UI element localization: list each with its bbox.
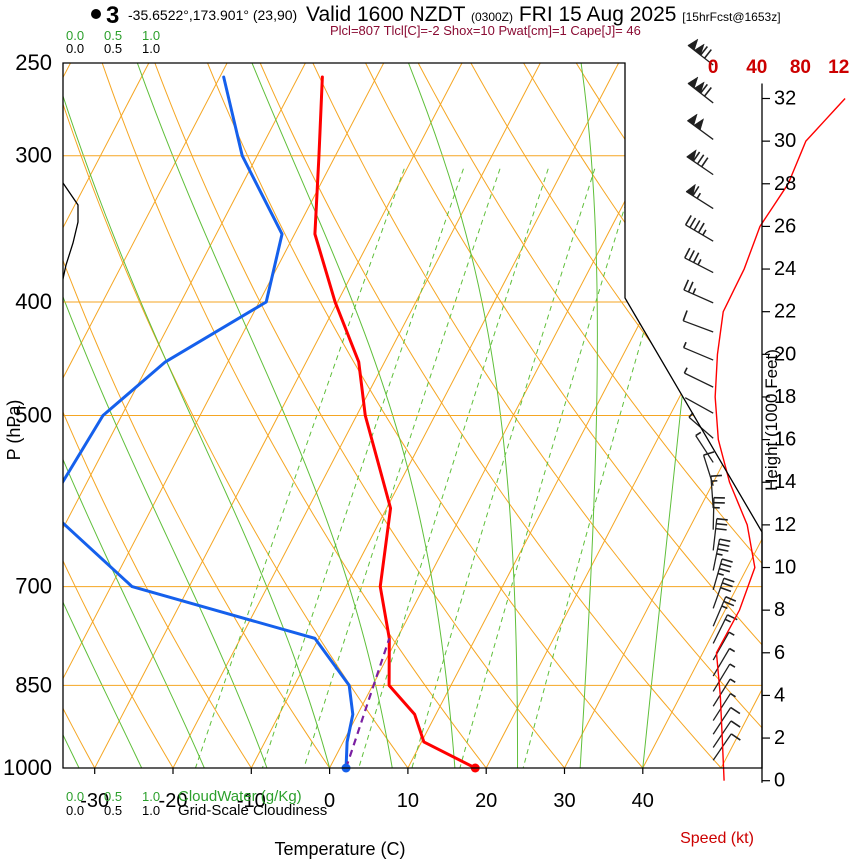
svg-text:32: 32: [774, 88, 796, 110]
svg-text:P (hPa): P (hPa): [4, 400, 24, 461]
svg-text:0: 0: [774, 770, 785, 792]
svg-text:1000: 1000: [3, 755, 52, 780]
svg-text:300: 300: [15, 143, 52, 168]
svg-text:120: 120: [828, 57, 850, 78]
svg-text:400: 400: [15, 289, 52, 314]
svg-text:3: 3: [106, 2, 119, 29]
svg-text:0.5: 0.5: [104, 789, 122, 804]
svg-text:1.0: 1.0: [142, 789, 160, 804]
svg-text:Height (1000 Feet): Height (1000 Feet): [762, 349, 781, 491]
svg-text:22: 22: [774, 301, 796, 323]
svg-text:26: 26: [774, 215, 796, 237]
svg-text:Plcl=807 Tlcl[C]=-2 Shox=10 Pw: Plcl=807 Tlcl[C]=-2 Shox=10 Pwat[cm]=1 C…: [330, 23, 641, 38]
svg-text:2: 2: [774, 727, 785, 749]
svg-text:10: 10: [397, 790, 419, 812]
svg-text:0.0: 0.0: [66, 41, 84, 56]
svg-text:4: 4: [774, 684, 785, 706]
svg-text:10: 10: [774, 557, 796, 579]
svg-text:250: 250: [15, 50, 52, 75]
svg-text:8: 8: [774, 599, 785, 621]
svg-text:850: 850: [15, 672, 52, 697]
svg-text:Speed (kt): Speed (kt): [680, 830, 754, 847]
svg-text:0.0: 0.0: [66, 789, 84, 804]
svg-text:Grid-Scale Cloudiness: Grid-Scale Cloudiness: [178, 802, 327, 819]
svg-text:28: 28: [774, 173, 796, 195]
svg-text:6: 6: [774, 642, 785, 664]
svg-text:20: 20: [475, 790, 497, 812]
svg-text:0.0: 0.0: [66, 803, 84, 818]
svg-text:40: 40: [632, 790, 654, 812]
svg-text:700: 700: [15, 574, 52, 599]
svg-text:12: 12: [774, 514, 796, 536]
svg-text:1.0: 1.0: [142, 803, 160, 818]
svg-text:-35.6522°,173.901° (23,90): -35.6522°,173.901° (23,90): [128, 7, 297, 23]
svg-text:0.5: 0.5: [104, 41, 122, 56]
svg-text:40: 40: [746, 57, 767, 78]
svg-text:30: 30: [553, 790, 575, 812]
svg-text:1.0: 1.0: [142, 41, 160, 56]
svg-text:Temperature (C): Temperature (C): [274, 839, 405, 859]
svg-text:24: 24: [774, 258, 796, 280]
svg-text:80: 80: [790, 57, 811, 78]
svg-text:0.5: 0.5: [104, 803, 122, 818]
svg-text:0: 0: [708, 57, 719, 78]
svg-text:30: 30: [774, 130, 796, 152]
